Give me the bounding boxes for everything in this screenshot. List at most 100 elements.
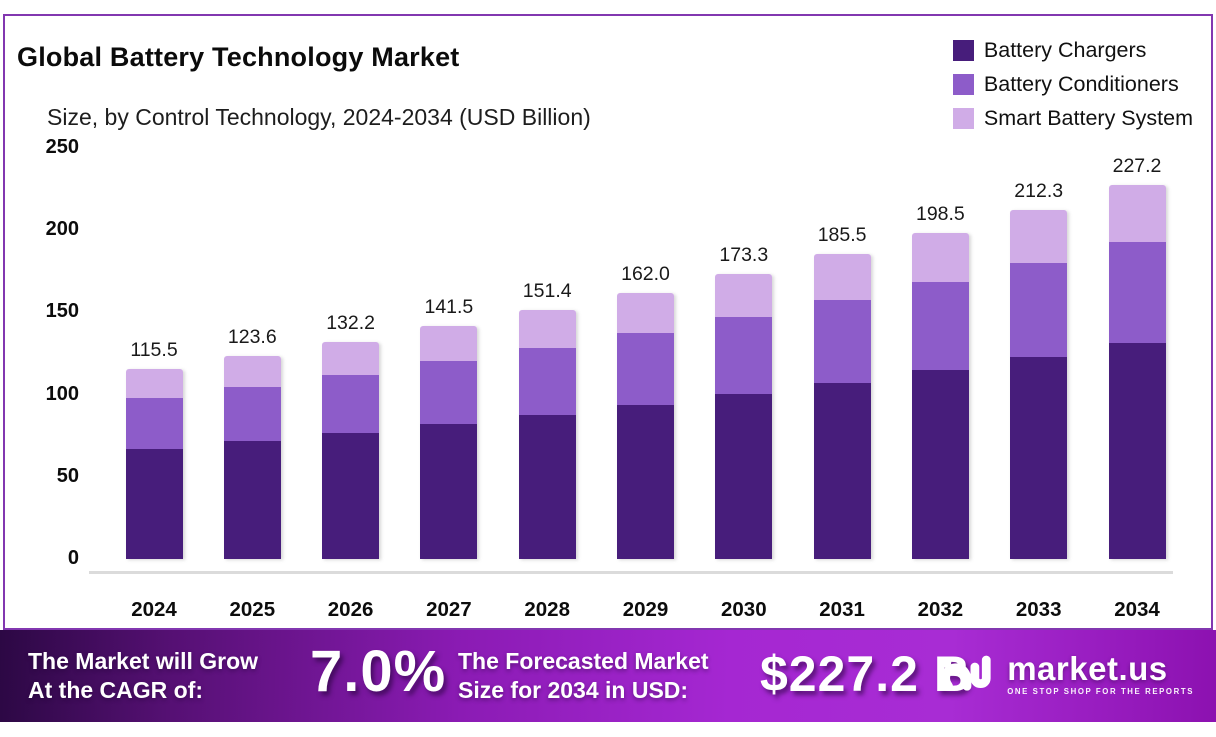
brand-logo: market.us ONE STOP SHOP FOR THE REPORTS: [939, 650, 1194, 698]
x-axis-tick-2026: 2026: [327, 598, 374, 621]
legend-label: Battery Conditioners: [983, 72, 1179, 96]
bar-segment-2032-battery-conditioners: [911, 282, 969, 371]
bar-total-label-2027: 141.5: [424, 296, 474, 319]
bar-segment-2029-battery-chargers: [617, 404, 674, 559]
legend-item-battery-chargers: Battery Chargers: [952, 38, 1193, 63]
y-axis-tick-200: 200: [45, 218, 79, 241]
forecast-value: $227.2 B: [760, 646, 971, 702]
bar-total-label-2029: 162.0: [621, 262, 670, 285]
bar-total-label-2031: 185.5: [817, 224, 867, 247]
bar-total-label-2030: 173.3: [719, 244, 769, 267]
bar-segment-2028-smart-battery-system: [518, 310, 576, 348]
y-axis-tick-100: 100: [45, 382, 79, 405]
bar-segment-2030-battery-conditioners: [715, 317, 773, 395]
bar-segment-2031-smart-battery-system: [813, 254, 871, 301]
x-axis-tick-2029: 2029: [622, 598, 669, 621]
x-axis-tick-2031: 2031: [819, 598, 865, 621]
bar-segment-2030-battery-chargers: [715, 394, 773, 559]
bar-segment-2029-battery-conditioners: [617, 333, 674, 405]
bar-segment-2033-battery-conditioners: [1010, 263, 1068, 358]
y-axis-tick-150: 150: [45, 300, 79, 323]
legend-item-battery-conditioners: Battery Conditioners: [952, 72, 1193, 97]
bar-segment-2030-smart-battery-system: [715, 274, 773, 318]
bar-total-label-2033: 212.3: [1014, 179, 1064, 202]
x-axis-tick-2024: 2024: [131, 598, 177, 621]
bar-2033: [1010, 209, 1068, 559]
bar-segment-2028-battery-chargers: [518, 415, 576, 559]
bar-segment-2033-smart-battery-system: [1010, 209, 1068, 264]
legend-item-smart-battery-system: Smart Battery System: [952, 106, 1193, 131]
forecast-caption: The Forecasted Market Size for 2034 in U…: [458, 647, 709, 705]
bar-segment-2024-smart-battery-system: [125, 369, 183, 398]
bar-segment-2025-battery-chargers: [223, 441, 281, 559]
bar-2027: [420, 326, 478, 559]
bar-total-label-2026: 132.2: [326, 311, 375, 334]
bar-2026: [322, 341, 380, 559]
legend-label: Battery Chargers: [983, 38, 1147, 62]
x-axis-line: [89, 571, 1173, 574]
x-axis-tick-2033: 2033: [1015, 598, 1062, 621]
chart-subtitle: Size, by Control Technology, 2024-2034 (…: [47, 104, 591, 130]
bar-segment-2025-battery-conditioners: [223, 386, 281, 442]
bar-segment-2032-smart-battery-system: [911, 232, 969, 283]
brand-text: market.us ONE STOP SHOP FOR THE REPORTS: [1007, 652, 1194, 697]
bar-segment-2034-battery-conditioners: [1108, 242, 1166, 344]
x-axis-tick-2034: 2034: [1114, 598, 1160, 621]
legend-label: Smart Battery System: [983, 106, 1193, 130]
bar-segment-2034-smart-battery-system: [1108, 185, 1166, 243]
bar-segment-2027-battery-chargers: [420, 424, 478, 559]
bar-segment-2031-battery-conditioners: [813, 300, 871, 383]
bar-2032: [911, 232, 969, 559]
y-axis-tick-0: 0: [67, 547, 79, 569]
bar-total-label-2028: 151.4: [522, 280, 572, 303]
cagr-caption-line1: The Market will Grow: [28, 648, 259, 674]
bar-2024: [125, 369, 183, 559]
bar-total-label-2034: 227.2: [1112, 155, 1162, 178]
bar-segment-2026-battery-conditioners: [322, 374, 380, 434]
forecast-caption-line2: Size for 2034 in USD:: [458, 677, 689, 703]
x-axis-tick-2032: 2032: [917, 598, 964, 621]
bar-total-label-2024: 115.5: [130, 339, 178, 362]
bar-segment-2029-smart-battery-system: [617, 292, 674, 334]
bar-2034: [1108, 185, 1166, 559]
y-axis-tick-50: 50: [56, 464, 79, 487]
legend-swatch-icon: [952, 108, 974, 129]
bar-segment-2027-battery-conditioners: [420, 360, 478, 425]
bar-2031: [813, 254, 871, 559]
bar-segment-2028-battery-conditioners: [518, 347, 576, 416]
bar-segment-2024-battery-chargers: [125, 449, 183, 559]
legend-swatch-icon: [952, 40, 974, 61]
bar-segment-2026-smart-battery-system: [322, 341, 380, 375]
marketus-logo-icon: [940, 655, 991, 691]
legend-swatch-icon: [952, 74, 974, 95]
bar-segment-2027-smart-battery-system: [420, 326, 478, 361]
bar-total-label-2032: 198.5: [915, 202, 965, 225]
bar-2029: [617, 292, 674, 559]
bar-segment-2031-battery-chargers: [813, 382, 871, 559]
chart-title: Global Battery Technology Market: [17, 42, 460, 72]
x-axis-tick-2030: 2030: [720, 598, 767, 621]
bar-segment-2026-battery-chargers: [322, 433, 380, 559]
y-axis-tick-250: 250: [45, 136, 79, 158]
bar-2030: [715, 274, 773, 559]
bar-2028: [518, 310, 576, 559]
forecast-caption-line1: The Forecasted Market: [458, 648, 709, 674]
x-axis-tick-2028: 2028: [524, 598, 570, 621]
brand-tagline: ONE STOP SHOP FOR THE REPORTS: [1007, 687, 1194, 696]
cagr-caption-line2: At the CAGR of:: [28, 677, 204, 703]
bar-2025: [223, 355, 281, 559]
cagr-caption: The Market will Grow At the CAGR of:: [28, 647, 258, 705]
bar-segment-2024-battery-conditioners: [125, 397, 183, 449]
x-axis-tick-2027: 2027: [426, 598, 472, 621]
chart-legend: Battery Chargers Battery Conditioners Smar…: [952, 38, 1193, 131]
bar-total-label-2025: 123.6: [227, 325, 277, 348]
footer-banner: The Market will Grow At the CAGR of: 7.0…: [0, 630, 1216, 722]
chart-card: Global Battery Technology Market Size, b…: [3, 14, 1213, 630]
bar-segment-2032-battery-chargers: [911, 370, 969, 559]
cagr-value: 7.0%: [310, 639, 447, 704]
bar-segment-2033-battery-chargers: [1010, 357, 1068, 559]
bar-segment-2034-battery-chargers: [1108, 343, 1166, 559]
x-axis-tick-2025: 2025: [229, 598, 276, 621]
bar-segment-2025-smart-battery-system: [223, 355, 281, 387]
